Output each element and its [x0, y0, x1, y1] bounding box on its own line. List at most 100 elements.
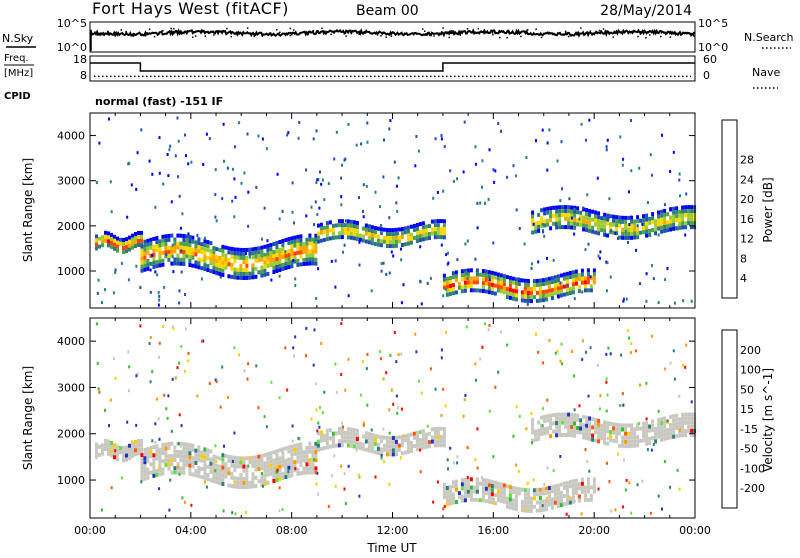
power-speckle	[669, 207, 672, 210]
velocity-echo-cell	[352, 444, 356, 449]
velocity-speckle	[523, 507, 526, 511]
velocity-echo-cell	[558, 429, 562, 433]
velocity-echo-cell	[496, 481, 500, 486]
noise-search-dot	[397, 32, 399, 35]
velocity-echo-cell	[125, 445, 128, 450]
power-speckle	[682, 299, 685, 303]
velocity-echo-cell	[188, 455, 192, 460]
velocity-speckle	[278, 486, 281, 490]
velocity-echo-cell	[505, 504, 509, 509]
velocity-echo-cell	[146, 447, 150, 451]
power-speckle	[479, 201, 482, 205]
power-echo-cell	[346, 235, 350, 240]
velocity-speckle	[442, 387, 445, 391]
power-echo-cell	[314, 241, 318, 246]
power-echo-cell	[487, 274, 491, 279]
x-tick-label: 20:00	[578, 524, 610, 537]
velocity-echo-cell	[592, 489, 596, 494]
power-echo-cell	[224, 245, 228, 250]
power-speckle	[552, 258, 555, 262]
noise-search-dot	[448, 36, 450, 39]
velocity-echo-cell	[245, 476, 249, 481]
velocity-echo-cell	[185, 442, 189, 447]
power-echo-cell	[466, 268, 470, 273]
power-echo-cell	[445, 284, 449, 289]
noise-search-dot	[580, 27, 582, 29]
power-echo-cell	[538, 290, 542, 295]
velocity-echo-cell	[322, 437, 326, 442]
noise-search-dot	[450, 30, 453, 32]
power-echo-cell	[636, 235, 640, 240]
velocity-speckle	[287, 470, 290, 474]
power-echo-cell	[299, 254, 303, 259]
velocity-echo-cell	[400, 443, 404, 448]
power-echo-cell	[639, 218, 643, 223]
power-colorbar-tick: 20	[740, 193, 754, 206]
power-echo-cell	[233, 247, 237, 252]
power-speckle	[585, 138, 587, 142]
velocity-echo-cell	[550, 485, 554, 490]
power-echo-cell	[209, 241, 213, 246]
power-echo-cell	[293, 255, 297, 260]
velocity-echo-cell	[570, 416, 574, 421]
power-echo-cell	[397, 227, 401, 232]
velocity-echo-cell	[541, 491, 545, 496]
power-echo-cell	[254, 258, 258, 263]
velocity-echo-cell	[565, 501, 569, 506]
power-echo-cell	[409, 224, 413, 229]
noise-search-dot	[466, 28, 469, 30]
power-speckle	[96, 291, 99, 295]
power-echo-cell	[343, 231, 347, 236]
power-echo-cell	[466, 272, 470, 277]
velocity-echo-cell	[242, 481, 246, 485]
power-echo-cell	[221, 252, 225, 257]
velocity-echo-cell	[164, 446, 168, 451]
velocity-colorbar-tick: 15	[740, 403, 754, 416]
power-speckle	[465, 271, 468, 275]
velocity-echo-cell	[567, 416, 571, 421]
velocity-speckle	[314, 471, 317, 474]
velocity-echo-cell	[511, 498, 515, 503]
power-echo-cell	[669, 227, 673, 232]
power-echo-cell	[511, 276, 515, 281]
velocity-speckle	[517, 469, 520, 473]
velocity-echo-cell	[164, 462, 168, 467]
velocity-echo-cell	[534, 433, 538, 438]
velocity-echo-cell	[107, 443, 110, 448]
power-speckle	[497, 121, 500, 125]
power-echo-cell	[615, 215, 619, 220]
power-echo-cell	[466, 280, 470, 285]
velocity-echo-cell	[155, 456, 159, 461]
velocity-echo-cell	[311, 445, 315, 450]
velocity-echo-cell	[179, 458, 183, 463]
velocity-echo-cell	[460, 494, 464, 499]
velocity-speckle	[109, 398, 112, 402]
velocity-speckle	[340, 322, 343, 326]
velocity-echo-cell	[481, 498, 485, 503]
power-echo-cell	[379, 231, 383, 236]
velocity-speckle	[291, 439, 294, 443]
power-echo-cell	[681, 221, 685, 226]
power-echo-cell	[191, 255, 195, 260]
power-echo-cell	[621, 215, 625, 220]
power-speckle	[112, 291, 115, 295]
power-echo-cell	[585, 212, 589, 217]
velocity-echo-cell	[152, 473, 156, 478]
velocity-echo-cell	[627, 435, 631, 440]
power-speckle	[392, 254, 395, 258]
power-speckle	[154, 205, 157, 209]
power-speckle	[380, 269, 383, 273]
power-echo-cell	[284, 254, 288, 258]
velocity-echo-cell	[409, 432, 413, 437]
velocity-echo-cell	[269, 459, 273, 464]
velocity-speckle	[305, 354, 308, 358]
velocity-echo-cell	[669, 431, 673, 436]
power-echo-cell	[155, 236, 159, 241]
power-echo-cell	[520, 278, 524, 283]
power-echo-cell	[574, 269, 578, 274]
velocity-speckle	[158, 487, 161, 491]
noise-search-dot	[380, 35, 382, 37]
power-echo-cell	[499, 277, 503, 282]
power-speckle	[474, 257, 477, 261]
velocity-echo-cell	[636, 439, 640, 444]
